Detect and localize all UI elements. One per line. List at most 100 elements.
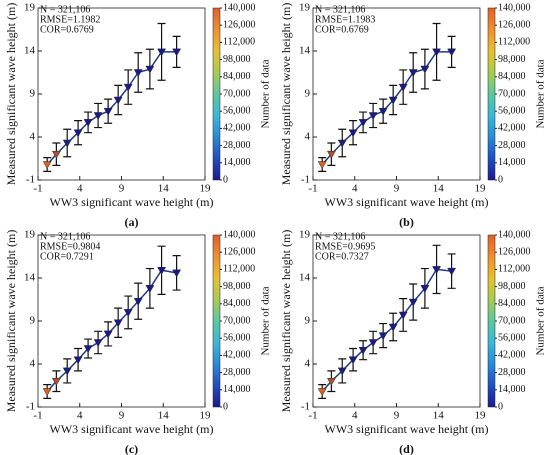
colorbar-tick-label: 28,000 bbox=[223, 140, 251, 151]
colorbar-tick-label: 28,000 bbox=[223, 367, 251, 378]
data-point bbox=[133, 297, 143, 306]
data-point bbox=[326, 150, 336, 159]
annotation: COR=0.6769 bbox=[315, 24, 369, 35]
data-point bbox=[145, 65, 155, 74]
x-tick-label: 4 bbox=[352, 410, 358, 422]
colorbar-tick-label: 126,000 bbox=[223, 19, 256, 30]
y-tick-label: 4 bbox=[305, 131, 311, 143]
y-axis-label: Measured significant wave height (m) bbox=[279, 3, 293, 186]
data-point bbox=[123, 309, 133, 317]
x-tick-label: 19 bbox=[200, 410, 212, 422]
x-tick-label: 9 bbox=[394, 410, 400, 422]
x-tick-label: -1 bbox=[33, 183, 42, 195]
data-point bbox=[408, 298, 418, 307]
annotation: COR=0.7291 bbox=[40, 251, 94, 262]
colorbar-label: Number of data bbox=[535, 286, 547, 355]
data-point bbox=[398, 83, 408, 92]
annotation: RMSE=0.9695 bbox=[315, 241, 375, 252]
colorbar bbox=[487, 234, 496, 408]
colorbar-tick-label: 28,000 bbox=[498, 367, 526, 378]
colorbar-tick-label: 126,000 bbox=[223, 246, 256, 257]
data-point bbox=[62, 139, 72, 148]
colorbar-tick-label: 98,000 bbox=[223, 54, 251, 65]
y-tick-label: 9 bbox=[305, 315, 311, 327]
annotation: COR=0.7327 bbox=[315, 251, 369, 262]
data-point bbox=[145, 285, 155, 293]
x-tick-label: 9 bbox=[119, 410, 125, 422]
colorbar-tick-label: 14,000 bbox=[223, 384, 251, 395]
colorbar-tick-label: 112,000 bbox=[223, 37, 255, 48]
data-point bbox=[73, 129, 83, 138]
y-tick-label: 4 bbox=[30, 131, 36, 143]
colorbar-tick-label: 112,000 bbox=[498, 264, 530, 275]
colorbar-tick-label: 70,000 bbox=[223, 315, 251, 326]
colorbar-tick-label: 98,000 bbox=[498, 281, 526, 292]
y-tick-label: 4 bbox=[30, 358, 36, 370]
data-point bbox=[113, 319, 123, 328]
colorbar-tick-label: 56,000 bbox=[498, 105, 526, 116]
annotation: N = 321,106 bbox=[40, 4, 90, 15]
data-point bbox=[388, 96, 398, 105]
data-point bbox=[420, 285, 430, 293]
data-point bbox=[447, 267, 457, 276]
y-tick-label: 14 bbox=[299, 45, 311, 57]
x-tick-label: -1 bbox=[33, 410, 42, 422]
data-point bbox=[317, 161, 327, 170]
colorbar-tick-label: 84,000 bbox=[223, 298, 251, 309]
data-point bbox=[133, 69, 143, 78]
data-point bbox=[83, 345, 93, 354]
x-tick-label: 14 bbox=[158, 183, 170, 195]
data-point bbox=[326, 377, 336, 386]
colorbar-tick-label: 84,000 bbox=[498, 71, 526, 82]
colorbar-tick-label: 42,000 bbox=[498, 123, 526, 134]
data-point bbox=[447, 48, 457, 57]
x-tick-label: 4 bbox=[352, 183, 358, 195]
colorbar bbox=[212, 7, 221, 181]
data-point bbox=[408, 69, 418, 78]
colorbar-tick-label: 56,000 bbox=[223, 332, 251, 343]
data-point bbox=[358, 119, 368, 127]
x-tick-label: 4 bbox=[77, 183, 83, 195]
colorbar-tick-label: 0 bbox=[223, 174, 228, 185]
y-tick-label: -1 bbox=[301, 174, 310, 186]
y-tick-label: 9 bbox=[30, 315, 36, 327]
caption: (d) bbox=[399, 442, 414, 455]
data-point bbox=[432, 266, 442, 274]
colorbar-tick-label: 42,000 bbox=[223, 123, 251, 134]
x-tick-label: 9 bbox=[394, 183, 400, 195]
x-tick-label: 4 bbox=[77, 410, 83, 422]
annotation: N = 321,106 bbox=[315, 4, 365, 15]
data-point bbox=[157, 48, 167, 57]
data-point bbox=[358, 346, 368, 355]
caption: (a) bbox=[125, 215, 139, 229]
colorbar-tick-label: 70,000 bbox=[223, 88, 251, 99]
annotation: COR=0.6769 bbox=[40, 24, 94, 35]
colorbar-tick-label: 98,000 bbox=[498, 54, 526, 65]
colorbar-tick-label: 112,000 bbox=[223, 264, 255, 275]
caption: (c) bbox=[125, 442, 138, 455]
data-point bbox=[432, 48, 442, 57]
data-point bbox=[337, 139, 347, 148]
data-point bbox=[368, 112, 378, 121]
colorbar-tick-label: 112,000 bbox=[498, 37, 530, 48]
y-axis-label: Measured significant wave height (m) bbox=[4, 3, 18, 186]
x-tick-label: 19 bbox=[200, 183, 212, 195]
colorbar-tick-label: 0 bbox=[498, 174, 503, 185]
data-point bbox=[388, 323, 398, 332]
data-point bbox=[348, 129, 358, 138]
x-axis-label: WW3 significant wave height (m) bbox=[50, 195, 214, 209]
colorbar-label: Number of data bbox=[260, 59, 272, 128]
x-tick-label: -1 bbox=[308, 410, 317, 422]
data-point bbox=[348, 356, 358, 365]
data-point bbox=[73, 356, 83, 365]
data-point bbox=[103, 107, 113, 116]
colorbar-tick-label: 70,000 bbox=[498, 315, 526, 326]
y-tick-label: -1 bbox=[301, 401, 310, 413]
data-point bbox=[420, 65, 430, 74]
data-point bbox=[42, 161, 52, 170]
colorbar-label: Number of data bbox=[535, 59, 547, 128]
colorbar-tick-label: 70,000 bbox=[498, 88, 526, 99]
